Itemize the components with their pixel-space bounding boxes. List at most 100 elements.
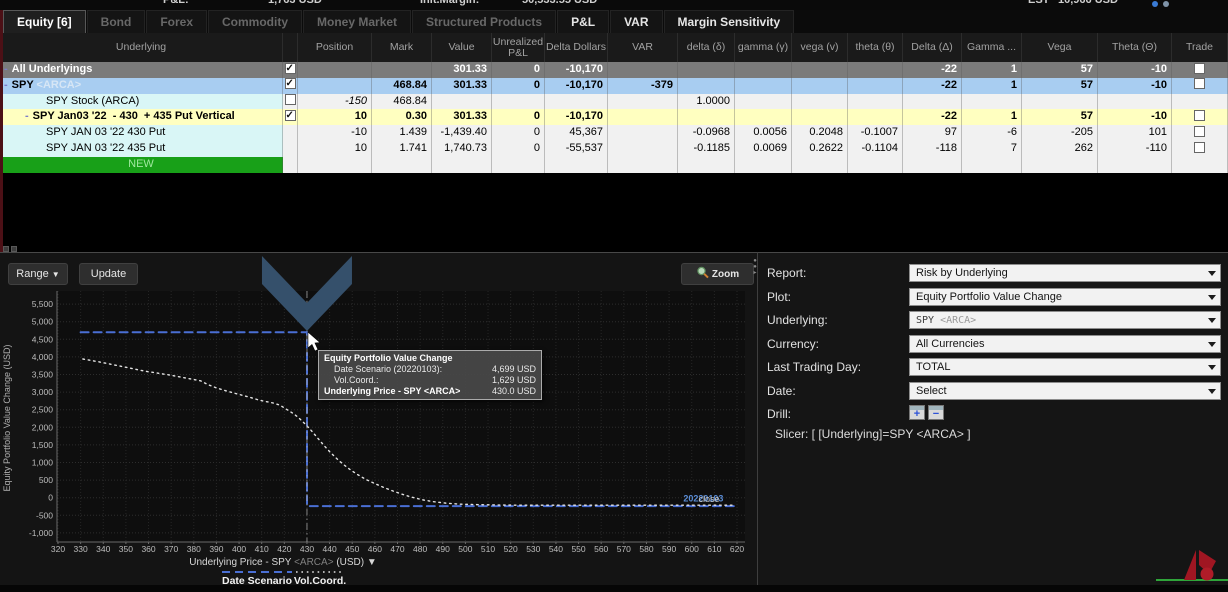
column-header-Gamma ...[interactable]: Gamma ... bbox=[962, 33, 1022, 62]
zoom-button[interactable]: Zoom bbox=[681, 263, 754, 285]
include-checkbox[interactable] bbox=[284, 78, 296, 92]
trade-checkbox[interactable] bbox=[1194, 141, 1205, 153]
column-header-VAR[interactable]: VAR bbox=[608, 33, 678, 62]
cell-dd: 45,367 bbox=[545, 125, 608, 141]
underlying-select[interactable]: SPY <ARCA> bbox=[909, 311, 1221, 329]
update-button[interactable]: Update bbox=[79, 263, 138, 285]
column-header-Underlying[interactable]: Underlying bbox=[0, 33, 283, 62]
tab-margin-sensitivity[interactable]: Margin Sensitivity bbox=[663, 10, 795, 33]
column-header-vega (v)[interactable]: vega (v) bbox=[792, 33, 848, 62]
trade-checkbox[interactable] bbox=[1194, 62, 1205, 74]
column-header-Mark[interactable]: Mark bbox=[372, 33, 432, 62]
tab-forex[interactable]: Forex bbox=[146, 10, 208, 33]
column-header-Vega[interactable]: Vega bbox=[1022, 33, 1098, 62]
panel-handle-icon[interactable] bbox=[11, 246, 17, 252]
chevron-down-icon bbox=[1208, 318, 1216, 323]
collapse-icon[interactable]: - bbox=[25, 110, 29, 123]
cell-value: 301.33 bbox=[432, 62, 492, 78]
risk-plot[interactable]: 5,500 5,000 4,500 4,000 3,500 3,000 2,500 2,000… bbox=[0, 253, 757, 592]
y-tick-label: -1,000 bbox=[29, 528, 53, 538]
report-select[interactable]: Risk by Underlying bbox=[909, 264, 1221, 282]
y-tick-label: 1,000 bbox=[32, 458, 54, 468]
init-margin-label: Init.Margin: bbox=[420, 0, 480, 6]
x-tick-label: 370 bbox=[164, 544, 178, 554]
date-select[interactable]: Select bbox=[909, 381, 1221, 400]
include-checkbox-cell bbox=[283, 93, 298, 110]
table-row[interactable]: -SPY Jan03 '22 - 430 + 435 Put Vertical 1… bbox=[0, 109, 1228, 126]
x-tick-label: 570 bbox=[617, 544, 631, 554]
panel-handle-icon[interactable] bbox=[3, 246, 9, 252]
range-button[interactable]: Range ▼ bbox=[8, 263, 68, 285]
cell-var bbox=[608, 62, 678, 78]
trade-checkbox[interactable] bbox=[1194, 109, 1205, 121]
tab-structured-products[interactable]: Structured Products bbox=[412, 10, 557, 33]
table-row[interactable]: NEW bbox=[0, 156, 1228, 173]
cell-mark bbox=[372, 62, 432, 78]
table-row[interactable]: SPY JAN 03 '22 430 Put -10 1.439 -1,439.40 0… bbox=[0, 125, 1228, 141]
drill-out-button[interactable]: − bbox=[928, 405, 944, 420]
x-tick-label: 420 bbox=[277, 544, 291, 554]
cell-dd bbox=[545, 93, 608, 110]
cell-d bbox=[678, 77, 735, 94]
cell-g: 0.0056 bbox=[735, 125, 792, 141]
cell-T: 101 bbox=[1098, 125, 1172, 141]
column-header-Trade[interactable]: Trade bbox=[1172, 33, 1228, 62]
cell-mark: 468.84 bbox=[372, 93, 432, 110]
cell-v bbox=[792, 93, 848, 110]
splitter-handle[interactable]: ● ● ▸ bbox=[753, 258, 757, 276]
y-tick-label: 2,000 bbox=[32, 422, 54, 432]
underlying-cell: - SPY Jan03 '22 - 430 + 435 Put Vertical bbox=[0, 109, 283, 126]
tab-money-market[interactable]: Money Market bbox=[303, 10, 412, 33]
series-date-scenario bbox=[79, 331, 738, 508]
mouse-cursor-icon bbox=[307, 331, 321, 352]
column-header-Theta (Θ)[interactable]: Theta (Θ) bbox=[1098, 33, 1172, 62]
table-row[interactable]: SPY JAN 03 '22 435 Put 10 1.741 1,740.73 0 -5… bbox=[0, 140, 1228, 157]
positions-table: Underlying Position Mark Value Unrealized P&… bbox=[0, 33, 1228, 173]
collapse-icon[interactable]: - bbox=[4, 78, 8, 91]
column-header-Unrealized P&L[interactable]: Unrealized P&L bbox=[492, 33, 545, 62]
cell-V: 57 bbox=[1022, 77, 1098, 94]
tab-commodity[interactable]: Commodity bbox=[208, 10, 303, 33]
chart-tooltip: Equity Portfolio Value Change Date Scena… bbox=[318, 350, 542, 400]
currency-select[interactable]: All Currencies bbox=[909, 334, 1221, 353]
x-tick-label: 600 bbox=[685, 544, 699, 554]
column-header-gamma (γ)[interactable]: gamma (γ) bbox=[735, 33, 792, 62]
drill-in-button[interactable]: + bbox=[909, 405, 925, 420]
plot-select[interactable]: Equity Portfolio Value Change bbox=[909, 287, 1221, 306]
legend-label-vol-coord: Vol.Coord. bbox=[294, 575, 346, 587]
collapse-icon[interactable]: - bbox=[4, 63, 8, 75]
tab-equity-6-[interactable]: Equity [6] bbox=[3, 10, 86, 33]
include-checkbox[interactable] bbox=[284, 62, 296, 76]
column-header-Delta Dollars[interactable]: Delta Dollars bbox=[545, 33, 608, 62]
trade-checkbox[interactable] bbox=[1194, 125, 1205, 137]
cell-d bbox=[678, 62, 735, 78]
chevron-down-icon: ▼ bbox=[51, 270, 60, 279]
include-checkbox[interactable] bbox=[284, 94, 296, 106]
legend-label-date-scenario: Date Scenario bbox=[222, 575, 292, 587]
y-tick-label: 1,500 bbox=[32, 440, 54, 450]
column-header-check[interactable] bbox=[283, 33, 298, 62]
cell-upl bbox=[492, 93, 545, 110]
table-row[interactable]: SPY Stock (ARCA) -150 468.84 1.0000 bbox=[0, 93, 1228, 110]
tab-p-l[interactable]: P&L bbox=[557, 10, 610, 33]
x-tick-label: 460 bbox=[368, 544, 382, 554]
cell-t bbox=[848, 109, 903, 126]
cell-var bbox=[608, 156, 678, 173]
column-header-delta (δ)[interactable]: delta (δ) bbox=[678, 33, 735, 62]
column-header-Value[interactable]: Value bbox=[432, 33, 492, 62]
include-checkbox[interactable] bbox=[284, 109, 296, 123]
x-tick-label: 490 bbox=[436, 544, 450, 554]
cell-g bbox=[735, 93, 792, 110]
cell-mark bbox=[372, 156, 432, 173]
tab-bond[interactable]: Bond bbox=[86, 10, 146, 33]
tab-var[interactable]: VAR bbox=[610, 10, 663, 33]
x-tick-label: 380 bbox=[187, 544, 201, 554]
last-trading-day-select[interactable]: TOTAL bbox=[909, 358, 1221, 376]
column-header-theta (θ)[interactable]: theta (θ) bbox=[848, 33, 903, 62]
column-header-Position[interactable]: Position bbox=[298, 33, 372, 62]
trade-checkbox[interactable] bbox=[1194, 78, 1205, 90]
column-header-Delta (Δ)[interactable]: Delta (Δ) bbox=[903, 33, 962, 62]
